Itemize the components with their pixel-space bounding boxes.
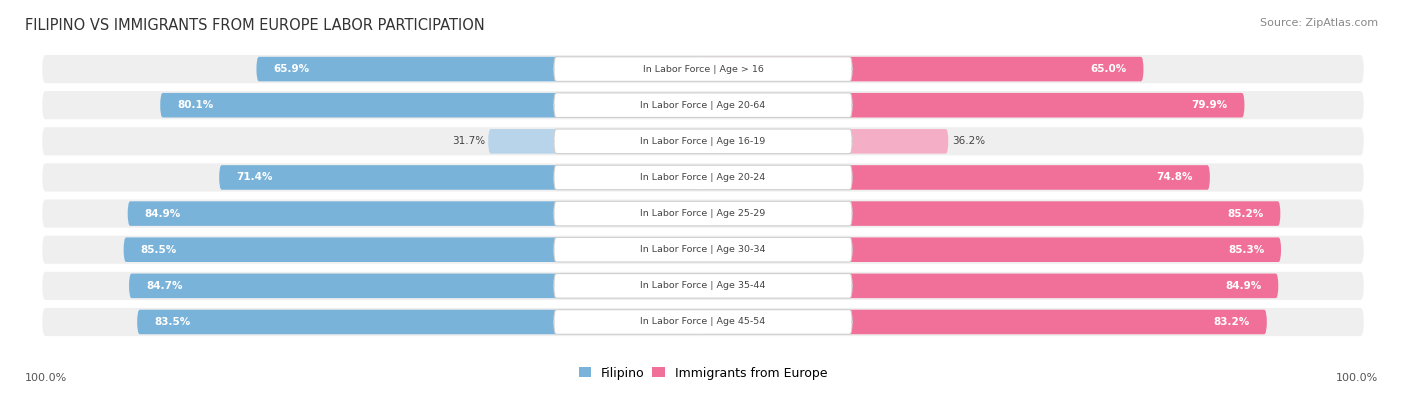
FancyBboxPatch shape — [42, 272, 1364, 300]
FancyBboxPatch shape — [138, 310, 703, 334]
Text: 84.9%: 84.9% — [145, 209, 181, 218]
FancyBboxPatch shape — [554, 165, 852, 190]
Text: In Labor Force | Age 35-44: In Labor Force | Age 35-44 — [640, 281, 766, 290]
FancyBboxPatch shape — [128, 201, 703, 226]
Text: 85.2%: 85.2% — [1227, 209, 1264, 218]
FancyBboxPatch shape — [703, 310, 1267, 334]
Text: In Labor Force | Age 45-54: In Labor Force | Age 45-54 — [640, 318, 766, 327]
FancyBboxPatch shape — [42, 236, 1364, 264]
Text: 65.0%: 65.0% — [1090, 64, 1126, 74]
FancyBboxPatch shape — [554, 201, 852, 226]
Text: In Labor Force | Age 30-34: In Labor Force | Age 30-34 — [640, 245, 766, 254]
Text: In Labor Force | Age > 16: In Labor Force | Age > 16 — [643, 64, 763, 73]
Text: 80.1%: 80.1% — [177, 100, 214, 110]
FancyBboxPatch shape — [42, 55, 1364, 83]
Text: FILIPINO VS IMMIGRANTS FROM EUROPE LABOR PARTICIPATION: FILIPINO VS IMMIGRANTS FROM EUROPE LABOR… — [25, 18, 485, 33]
FancyBboxPatch shape — [554, 310, 852, 334]
Text: 85.5%: 85.5% — [141, 245, 177, 255]
FancyBboxPatch shape — [703, 237, 1281, 262]
FancyBboxPatch shape — [219, 165, 703, 190]
FancyBboxPatch shape — [42, 308, 1364, 336]
FancyBboxPatch shape — [554, 93, 852, 117]
Text: 100.0%: 100.0% — [25, 373, 67, 383]
FancyBboxPatch shape — [703, 274, 1278, 298]
Text: In Labor Force | Age 20-24: In Labor Force | Age 20-24 — [640, 173, 766, 182]
Text: 83.2%: 83.2% — [1213, 317, 1250, 327]
FancyBboxPatch shape — [42, 199, 1364, 228]
Text: 79.9%: 79.9% — [1191, 100, 1227, 110]
Text: 100.0%: 100.0% — [1336, 373, 1378, 383]
Legend: Filipino, Immigrants from Europe: Filipino, Immigrants from Europe — [574, 362, 832, 385]
Text: In Labor Force | Age 20-64: In Labor Force | Age 20-64 — [640, 101, 766, 110]
FancyBboxPatch shape — [42, 164, 1364, 192]
Text: 74.8%: 74.8% — [1157, 173, 1192, 182]
FancyBboxPatch shape — [42, 127, 1364, 155]
Text: 36.2%: 36.2% — [952, 136, 984, 146]
FancyBboxPatch shape — [124, 237, 703, 262]
Text: Source: ZipAtlas.com: Source: ZipAtlas.com — [1260, 18, 1378, 28]
Text: In Labor Force | Age 16-19: In Labor Force | Age 16-19 — [640, 137, 766, 146]
FancyBboxPatch shape — [554, 57, 852, 81]
FancyBboxPatch shape — [554, 129, 852, 154]
Text: 65.9%: 65.9% — [273, 64, 309, 74]
Text: 71.4%: 71.4% — [236, 173, 273, 182]
FancyBboxPatch shape — [256, 57, 703, 81]
FancyBboxPatch shape — [554, 237, 852, 262]
FancyBboxPatch shape — [703, 129, 948, 154]
FancyBboxPatch shape — [554, 274, 852, 298]
Text: 84.7%: 84.7% — [146, 281, 183, 291]
FancyBboxPatch shape — [160, 93, 703, 117]
Text: In Labor Force | Age 25-29: In Labor Force | Age 25-29 — [640, 209, 766, 218]
FancyBboxPatch shape — [703, 57, 1143, 81]
Text: 85.3%: 85.3% — [1227, 245, 1264, 255]
FancyBboxPatch shape — [488, 129, 703, 154]
FancyBboxPatch shape — [703, 93, 1244, 117]
FancyBboxPatch shape — [129, 274, 703, 298]
FancyBboxPatch shape — [703, 201, 1281, 226]
FancyBboxPatch shape — [42, 91, 1364, 119]
Text: 84.9%: 84.9% — [1225, 281, 1261, 291]
FancyBboxPatch shape — [703, 165, 1211, 190]
Text: 31.7%: 31.7% — [451, 136, 485, 146]
Text: 83.5%: 83.5% — [155, 317, 190, 327]
